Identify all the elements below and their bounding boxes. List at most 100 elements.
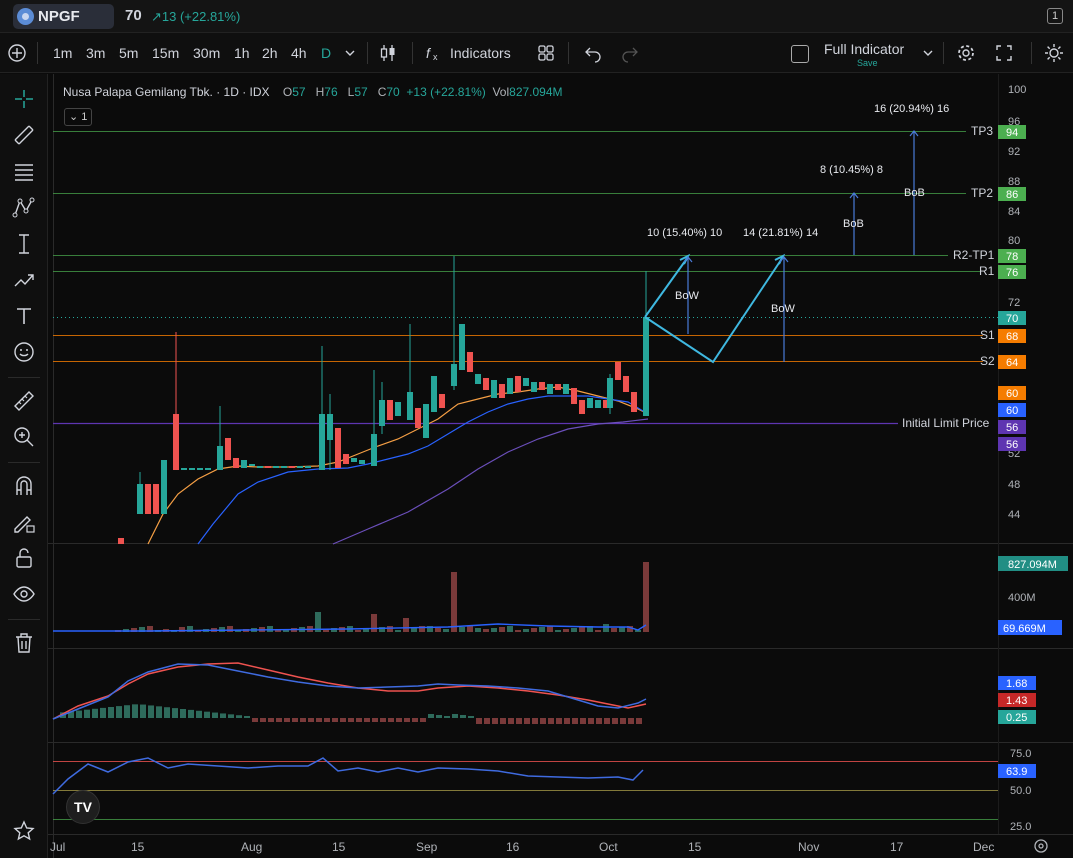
candle bbox=[335, 428, 341, 468]
forecast-icon[interactable] bbox=[12, 268, 36, 292]
macd-hist-bar bbox=[196, 710, 202, 718]
price-tag bbox=[998, 386, 1026, 400]
macd-hist-bar bbox=[92, 708, 98, 718]
fullscreen-icon[interactable] bbox=[994, 43, 1014, 63]
volume-bar bbox=[587, 626, 593, 632]
top-bar: NPGF 70 ↗13 (+22.81%) 1 bbox=[0, 0, 1073, 33]
candle bbox=[483, 378, 489, 390]
candle bbox=[571, 388, 577, 404]
interval-4h[interactable]: 4h bbox=[291, 45, 307, 61]
legend-vol-label: Vol bbox=[492, 85, 510, 99]
rsi-tick: 50.0 bbox=[1010, 785, 1031, 797]
indicators-button[interactable]: Indicators bbox=[450, 45, 511, 61]
candle bbox=[225, 438, 231, 460]
trendline-icon[interactable] bbox=[12, 123, 36, 147]
chart-area[interactable]: TP3 TP2 R2-TP1 R1 S1 S2 Initial Limit Pr… bbox=[48, 74, 1073, 858]
star-icon[interactable] bbox=[12, 819, 36, 843]
layout-count-badge[interactable]: 1 bbox=[1047, 8, 1063, 24]
macd-hist-bar bbox=[564, 718, 570, 724]
plus-circle-icon[interactable] bbox=[7, 43, 27, 63]
macd-hist-bar bbox=[460, 715, 466, 718]
volume-ma-tag bbox=[998, 620, 1062, 635]
lock-icon[interactable] bbox=[12, 546, 36, 570]
full-indicator-label[interactable]: Full Indicator bbox=[824, 41, 905, 57]
measure-icon[interactable] bbox=[12, 232, 36, 256]
macd-hist-bar bbox=[468, 716, 474, 718]
candles-icon[interactable] bbox=[378, 43, 398, 63]
macd-hist-bar bbox=[316, 718, 322, 722]
macd-hist-bar bbox=[84, 709, 90, 718]
chevron-down-icon[interactable] bbox=[918, 43, 938, 63]
price-tag-text: 56 bbox=[1006, 439, 1018, 451]
crosshair-icon[interactable] bbox=[12, 87, 36, 111]
candle bbox=[217, 446, 223, 470]
interval-30m[interactable]: 30m bbox=[193, 45, 221, 61]
price-tag bbox=[998, 420, 1026, 434]
redo-icon[interactable] bbox=[620, 43, 640, 63]
time-tick: Aug bbox=[241, 840, 262, 854]
full-indicator-checkbox[interactable] bbox=[791, 45, 809, 63]
price-tag-text: 56 bbox=[1006, 422, 1018, 434]
fib-icon[interactable] bbox=[12, 160, 36, 184]
volume-bar bbox=[147, 626, 153, 632]
candle bbox=[579, 400, 585, 414]
volume-bar bbox=[555, 630, 561, 632]
macd-line bbox=[52, 663, 647, 720]
interval-2h[interactable]: 2h bbox=[262, 45, 278, 61]
templates-icon[interactable] bbox=[536, 43, 556, 63]
chevron-down-icon[interactable] bbox=[340, 43, 360, 63]
candle bbox=[153, 484, 159, 514]
volume-bar bbox=[643, 562, 649, 632]
time-tick: 17 bbox=[890, 840, 904, 854]
candle bbox=[623, 376, 629, 392]
price-tag-text: 94 bbox=[1006, 127, 1018, 139]
emoji-icon[interactable] bbox=[12, 340, 36, 364]
interval-15m[interactable]: 15m bbox=[152, 45, 180, 61]
candle bbox=[547, 384, 553, 394]
volume-bar bbox=[443, 629, 449, 632]
interval-1h[interactable]: 1h bbox=[234, 45, 250, 61]
volume-bar bbox=[323, 629, 329, 632]
price-tag-text: 78 bbox=[1006, 251, 1018, 263]
candle bbox=[631, 392, 637, 412]
price-tag bbox=[998, 403, 1026, 417]
ruler-icon[interactable] bbox=[12, 389, 36, 413]
lock-draw-icon[interactable] bbox=[12, 510, 36, 534]
macd-hist-bar bbox=[388, 718, 394, 722]
undo-icon[interactable] bbox=[583, 43, 603, 63]
symbol-search-button[interactable]: NPGF bbox=[13, 4, 114, 29]
indicators-fx-icon[interactable]: f x bbox=[424, 43, 444, 63]
eye-icon[interactable] bbox=[12, 582, 36, 606]
macd-hist-bar bbox=[620, 718, 626, 724]
zoom-icon[interactable] bbox=[12, 425, 36, 449]
magnet-icon[interactable] bbox=[12, 474, 36, 498]
chart-canvas[interactable]: TP3 TP2 R2-TP1 R1 S1 S2 Initial Limit Pr… bbox=[48, 74, 1073, 858]
macd-hist-bar bbox=[500, 718, 506, 724]
macd-hist-bar bbox=[636, 718, 642, 724]
price-tick: 80 bbox=[1008, 235, 1020, 247]
trash-icon[interactable] bbox=[12, 631, 36, 655]
interval-d[interactable]: D bbox=[321, 45, 332, 61]
theme-sun-icon[interactable] bbox=[1044, 43, 1064, 63]
volume-bar bbox=[451, 572, 457, 632]
volume-bar bbox=[435, 628, 441, 632]
legend-collapse-button[interactable]: ⌄ 1 bbox=[64, 108, 92, 126]
interval-3m[interactable]: 3m bbox=[86, 45, 106, 61]
interval-5m[interactable]: 5m bbox=[119, 45, 139, 61]
macd-hist-bar bbox=[588, 718, 594, 724]
time-axis-settings-icon[interactable] bbox=[1034, 839, 1048, 853]
volume-bar bbox=[539, 627, 545, 632]
level-r1-label: R1 bbox=[979, 264, 995, 278]
settings-gear-icon[interactable] bbox=[956, 43, 976, 63]
volume-bar bbox=[483, 629, 489, 632]
candle bbox=[173, 414, 179, 470]
text-icon[interactable] bbox=[12, 304, 36, 328]
volume-bar bbox=[603, 624, 609, 632]
macd-hist-bar bbox=[292, 718, 298, 722]
rsi-tick: 75.0 bbox=[1010, 748, 1031, 760]
legend-open-label: O bbox=[282, 85, 293, 99]
pattern-icon[interactable] bbox=[12, 196, 36, 220]
volume-bar bbox=[547, 626, 553, 632]
interval-1m[interactable]: 1m bbox=[53, 45, 73, 61]
legend-change: +13 (+22.81%) bbox=[406, 85, 486, 99]
